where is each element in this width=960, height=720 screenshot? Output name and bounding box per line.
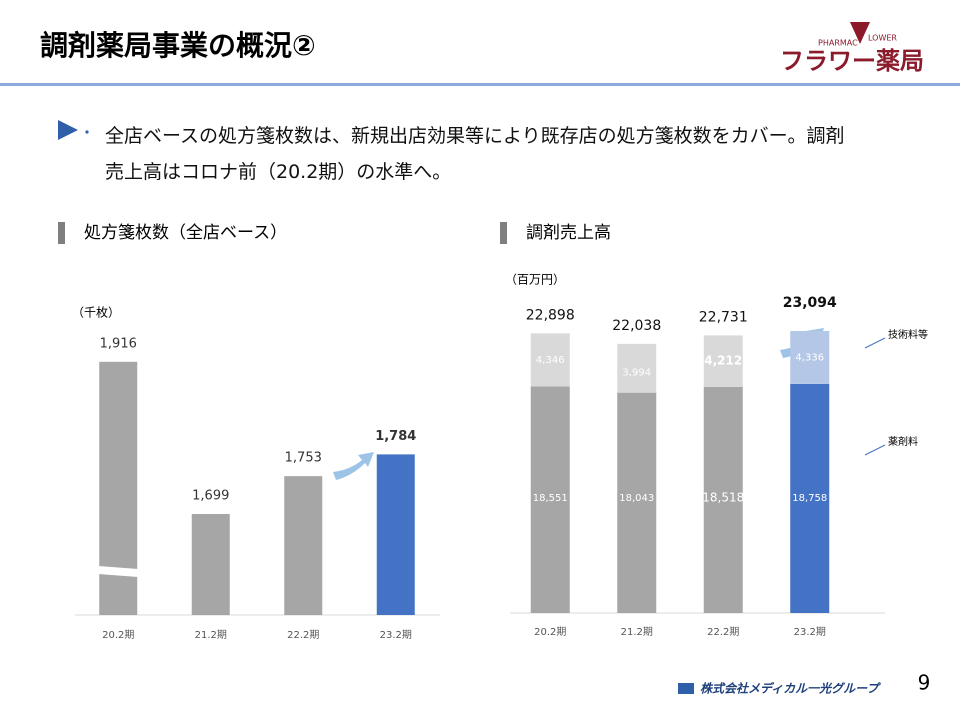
page-number: 9 [918, 671, 931, 695]
slide-title: 調剤薬局事業の概況② [40, 29, 316, 62]
total-label: 22,731 [699, 309, 748, 325]
bullet-text: 全店ベースの処方箋枚数は、新規出店効果等により既存店の処方箋枚数をカバー。調剤売… [105, 125, 845, 183]
x-tick-label: 21.2期 [621, 626, 653, 638]
axis-break [98, 566, 139, 577]
x-tick-label: 20.2期 [534, 626, 566, 638]
value-label: 4,336 [795, 352, 824, 363]
total-label: 23,094 [783, 295, 837, 311]
logo-flower: LOWER [868, 34, 897, 43]
x-tick-label: 22.2期 [287, 629, 319, 641]
legend-leader [864, 444, 886, 456]
footer-company: 株式会社メディカル一光グループ [700, 682, 881, 696]
value-label: 1,784 [375, 429, 416, 444]
bar [284, 476, 323, 615]
section-marker [58, 222, 65, 244]
x-tick-label: 23.2期 [380, 629, 412, 641]
footer-logo-icon [678, 683, 694, 694]
total-label: 22,038 [612, 318, 661, 334]
bullet-icon [58, 120, 78, 140]
bar-segment [530, 386, 570, 613]
value-label: 18,043 [619, 493, 654, 504]
value-label: 18,758 [792, 493, 827, 504]
x-tick-label: 21.2期 [195, 629, 227, 641]
value-label: 3,994 [622, 367, 651, 378]
bullet-dot [85, 130, 89, 134]
bar-segment [617, 392, 657, 613]
value-label: 18,551 [533, 493, 568, 504]
x-tick-label: 22.2期 [707, 626, 739, 638]
value-label: 1,699 [192, 489, 229, 504]
arrow [333, 452, 374, 480]
bar [99, 361, 138, 615]
logo-top: PHARMAC [818, 39, 858, 48]
chart-title: 調剤売上高 [526, 223, 611, 243]
legend-label: 薬剤料 [888, 435, 918, 448]
legend-leader [864, 337, 886, 349]
header-rule [0, 83, 960, 86]
chart-title: 処方箋枚数（全店ベース） [84, 223, 287, 243]
bar-segment [617, 343, 657, 393]
bar [376, 454, 415, 615]
section-marker [500, 222, 507, 244]
bar-segment [790, 383, 830, 613]
bar-segment [703, 386, 743, 613]
x-tick-label: 23.2期 [794, 626, 826, 638]
unit-label: （百万円） [505, 273, 565, 287]
logo: フラワー薬局 [780, 47, 924, 75]
bar-segment [703, 335, 743, 387]
total-label: 22,898 [526, 307, 575, 323]
unit-label: （千枚） [72, 305, 120, 320]
value-label: 18,518 [702, 491, 744, 505]
bar [191, 514, 230, 615]
bar-segment [790, 330, 830, 384]
x-tick-label: 20.2期 [102, 629, 134, 641]
value-label: 1,753 [285, 451, 322, 466]
bar-segment [530, 333, 570, 387]
value-label: 1,916 [100, 336, 137, 351]
value-label: 4,212 [704, 354, 742, 368]
value-label: 4,346 [536, 355, 565, 366]
logo-flower-icon [850, 22, 870, 44]
legend-label: 技術料等 [888, 328, 928, 341]
